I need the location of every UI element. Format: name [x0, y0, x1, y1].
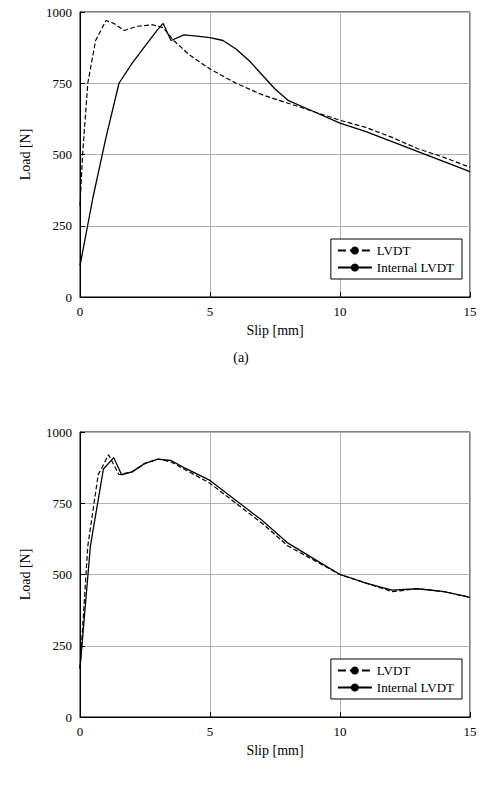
svg-text:0: 0 [77, 304, 84, 319]
svg-text:15: 15 [464, 724, 477, 739]
svg-text:0: 0 [66, 710, 73, 725]
svg-text:Internal LVDT: Internal LVDT [377, 260, 454, 275]
svg-text:750: 750 [53, 76, 73, 91]
svg-text:0: 0 [77, 724, 84, 739]
svg-text:750: 750 [53, 496, 73, 511]
svg-text:LVDT: LVDT [377, 663, 411, 678]
svg-text:1000: 1000 [46, 425, 72, 440]
svg-text:Load [N]: Load [N] [18, 549, 33, 601]
svg-text:0: 0 [66, 290, 73, 305]
svg-text:500: 500 [53, 147, 73, 162]
svg-text:Internal LVDT: Internal LVDT [377, 680, 454, 695]
svg-text:Slip [mm]: Slip [mm] [246, 323, 303, 338]
svg-text:Load [N]: Load [N] [18, 129, 33, 181]
svg-text:500: 500 [53, 567, 73, 582]
svg-text:Slip [mm]: Slip [mm] [246, 743, 303, 758]
svg-text:1000: 1000 [46, 5, 72, 20]
svg-text:(a): (a) [233, 350, 249, 366]
svg-text:5: 5 [207, 304, 214, 319]
svg-text:LVDT: LVDT [377, 243, 411, 258]
svg-text:250: 250 [53, 218, 73, 233]
svg-text:15: 15 [464, 304, 477, 319]
svg-text:5: 5 [207, 724, 214, 739]
svg-text:250: 250 [53, 638, 73, 653]
svg-text:10: 10 [334, 304, 347, 319]
svg-text:10: 10 [334, 724, 347, 739]
